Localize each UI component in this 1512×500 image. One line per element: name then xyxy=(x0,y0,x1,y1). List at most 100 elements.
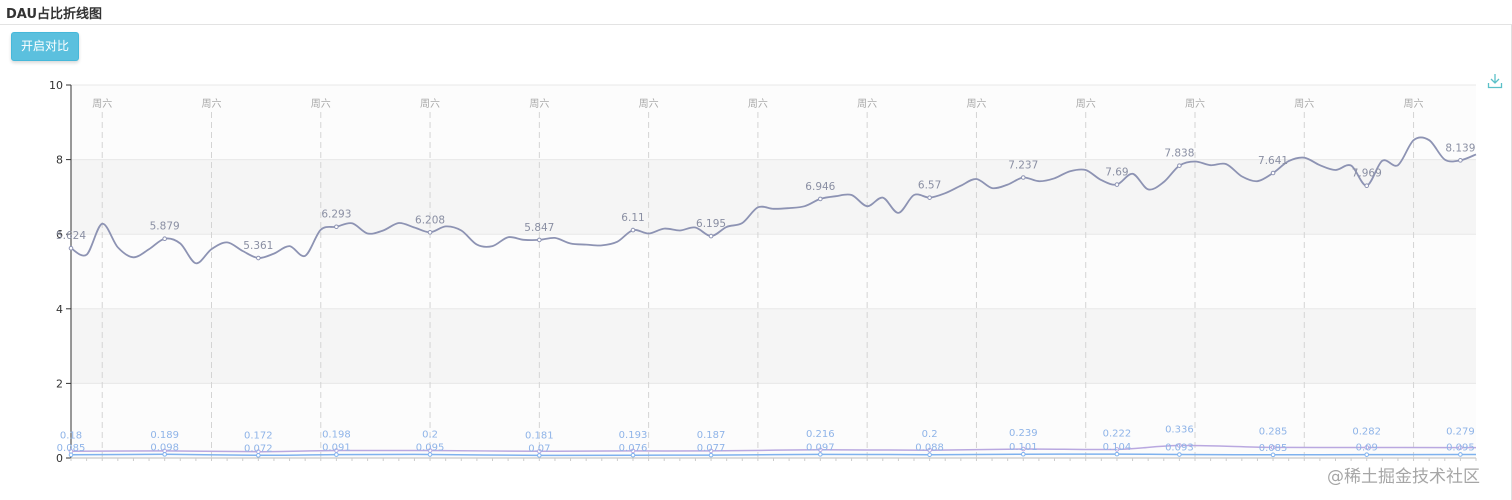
week-marker-label: 周六 xyxy=(1294,98,1314,110)
y-tick-label: 8 xyxy=(56,154,63,167)
week-marker-label: 周六 xyxy=(202,98,222,110)
data-point xyxy=(1177,163,1182,168)
data-point xyxy=(1270,452,1276,458)
week-marker-label: 周六 xyxy=(966,98,986,110)
data-label: 7.969 xyxy=(1352,168,1382,180)
data-point xyxy=(1177,452,1182,457)
data-label: 7.838 xyxy=(1164,148,1194,160)
data-point xyxy=(708,233,714,239)
data-label: 0.189 xyxy=(150,430,179,441)
data-point xyxy=(1270,445,1276,450)
data-point xyxy=(537,453,542,458)
week-marker-label: 周六 xyxy=(639,98,659,110)
y-tick-label: 2 xyxy=(56,377,63,390)
grid-band xyxy=(71,159,1476,235)
download-icon[interactable] xyxy=(1487,73,1503,89)
watermark-text: @稀土掘金技术社区 xyxy=(1327,467,1480,487)
data-label: 6.946 xyxy=(805,181,835,193)
week-marker-label: 周六 xyxy=(1185,98,1205,110)
data-point xyxy=(68,245,74,251)
data-label: 0.222 xyxy=(1103,428,1132,439)
grid-band xyxy=(71,383,1476,458)
data-point xyxy=(708,448,714,454)
data-label: 0.101 xyxy=(1009,442,1038,453)
data-point xyxy=(537,237,542,243)
data-label: 0.07 xyxy=(528,443,550,454)
data-point xyxy=(1364,445,1370,450)
data-label: 0.2 xyxy=(922,429,938,440)
data-point xyxy=(818,447,823,453)
data-label: 0.076 xyxy=(619,443,648,454)
data-point xyxy=(630,448,636,454)
week-marker-label: 周六 xyxy=(1076,98,1096,110)
data-point xyxy=(537,448,542,454)
compare-toggle-button[interactable]: 开启对比 xyxy=(11,32,79,61)
data-label: 6.57 xyxy=(918,180,941,192)
data-label: 0.104 xyxy=(1103,442,1132,453)
grid-band xyxy=(71,85,1476,160)
y-tick-label: 6 xyxy=(56,228,63,241)
week-marker-label: 周六 xyxy=(420,98,440,110)
data-point xyxy=(334,452,339,457)
series-line-0 xyxy=(70,136,1477,265)
data-label: 0.198 xyxy=(322,430,351,441)
data-label: 0.172 xyxy=(244,431,273,442)
week-marker-label: 周六 xyxy=(1404,98,1424,110)
data-label: 0.095 xyxy=(416,442,445,453)
data-point xyxy=(708,452,714,458)
data-point xyxy=(1458,158,1463,163)
data-label: 0.336 xyxy=(1165,424,1194,435)
data-point xyxy=(1020,451,1026,457)
data-label: 0.181 xyxy=(525,430,554,441)
data-label: 0.091 xyxy=(322,443,351,454)
grid-band xyxy=(71,234,1476,309)
data-label: 0.095 xyxy=(1446,442,1475,453)
data-point xyxy=(818,452,823,457)
data-point xyxy=(927,447,932,453)
data-label: 0.097 xyxy=(806,442,835,453)
data-label: 5.847 xyxy=(524,222,554,234)
data-point xyxy=(162,236,167,242)
grid-band xyxy=(71,308,1476,384)
y-tick-label: 10 xyxy=(49,79,63,92)
data-point xyxy=(427,452,433,457)
data-point xyxy=(162,452,167,457)
data-point xyxy=(1458,452,1463,457)
data-label: 0.187 xyxy=(697,430,726,441)
data-point xyxy=(1020,446,1026,452)
data-label: 0.085 xyxy=(1259,443,1288,454)
data-point xyxy=(1114,451,1120,457)
week-marker-label: 周六 xyxy=(92,98,112,110)
data-label: 0.279 xyxy=(1446,427,1475,438)
data-label: 7.69 xyxy=(1105,167,1128,179)
data-point xyxy=(927,452,932,458)
data-point xyxy=(1364,452,1370,457)
data-point xyxy=(818,196,823,202)
y-tick-label: 4 xyxy=(56,303,63,316)
week-marker-label: 周六 xyxy=(529,98,549,110)
data-point xyxy=(256,453,261,458)
data-label: 7.237 xyxy=(1008,160,1038,172)
data-label: 0.18 xyxy=(60,430,82,441)
data-label: 5.361 xyxy=(243,240,273,252)
data-point xyxy=(1458,445,1463,450)
panel-header: DAU占比折线图 xyxy=(0,0,1512,25)
data-label: 0.193 xyxy=(619,430,648,441)
panel-title: DAU占比折线图 xyxy=(6,7,103,22)
data-label: 0.239 xyxy=(1009,428,1038,439)
data-point xyxy=(334,224,339,230)
data-point xyxy=(1114,182,1120,187)
data-label: 7.641 xyxy=(1258,155,1288,167)
week-marker-label: 周六 xyxy=(311,98,331,110)
data-label: 0.2 xyxy=(422,430,438,441)
data-label: 0.282 xyxy=(1352,426,1381,437)
data-point xyxy=(427,230,433,235)
data-label: 0.09 xyxy=(1356,443,1378,454)
data-point xyxy=(927,195,932,200)
data-label: 5.624 xyxy=(56,230,86,242)
data-label: 5.879 xyxy=(150,221,180,233)
data-point xyxy=(68,452,74,458)
data-point xyxy=(1020,175,1026,180)
week-marker-label: 周六 xyxy=(748,98,768,110)
